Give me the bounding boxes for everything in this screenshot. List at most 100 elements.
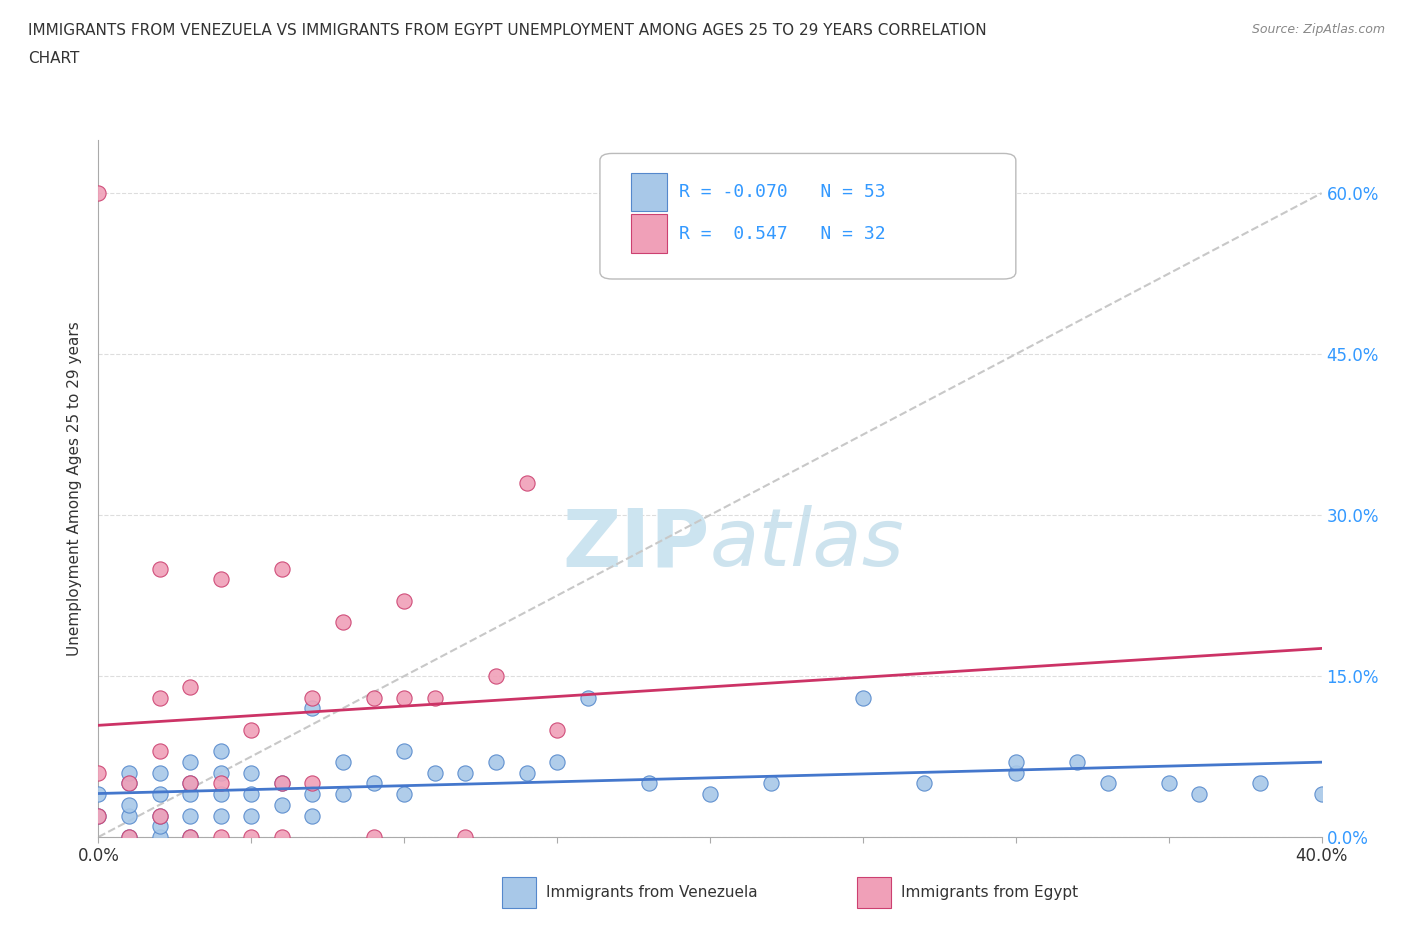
Point — [179, 679, 201, 694]
Bar — [630, 173, 668, 211]
Point — [1097, 776, 1119, 790]
Point — [1004, 765, 1026, 780]
Point — [209, 572, 232, 587]
Point — [209, 765, 232, 780]
Point — [270, 562, 292, 577]
Point — [240, 765, 263, 780]
Point — [149, 744, 172, 759]
Point — [179, 754, 201, 769]
Point — [209, 776, 232, 790]
Point — [149, 787, 172, 802]
Bar — [856, 877, 891, 909]
Bar — [630, 215, 668, 253]
Point — [118, 830, 141, 844]
FancyBboxPatch shape — [600, 153, 1015, 279]
Text: IMMIGRANTS FROM VENEZUELA VS IMMIGRANTS FROM EGYPT UNEMPLOYMENT AMONG AGES 25 TO: IMMIGRANTS FROM VENEZUELA VS IMMIGRANTS … — [28, 23, 987, 38]
Point — [149, 808, 172, 823]
Bar — [502, 877, 536, 909]
Point — [332, 615, 354, 630]
Text: Source: ZipAtlas.com: Source: ZipAtlas.com — [1251, 23, 1385, 36]
Point — [118, 776, 141, 790]
Point — [179, 776, 201, 790]
Point — [179, 776, 201, 790]
Point — [1310, 787, 1333, 802]
Point — [149, 765, 172, 780]
Point — [852, 690, 875, 705]
Point — [240, 808, 263, 823]
Point — [149, 690, 172, 705]
Point — [392, 744, 416, 759]
Point — [423, 690, 446, 705]
Point — [546, 754, 568, 769]
Point — [149, 808, 172, 823]
Point — [546, 723, 568, 737]
Point — [1157, 776, 1180, 790]
Point — [454, 765, 477, 780]
Point — [1004, 754, 1026, 769]
Point — [270, 797, 292, 812]
Point — [699, 787, 721, 802]
Point — [179, 808, 201, 823]
Point — [118, 797, 141, 812]
Point — [118, 765, 141, 780]
Point — [301, 690, 323, 705]
Point — [270, 776, 292, 790]
Point — [516, 765, 538, 780]
Point — [485, 669, 508, 684]
Point — [1188, 787, 1211, 802]
Point — [179, 787, 201, 802]
Point — [1066, 754, 1088, 769]
Point — [87, 808, 110, 823]
Point — [270, 830, 292, 844]
Text: R =  0.547   N = 32: R = 0.547 N = 32 — [679, 225, 886, 243]
Point — [87, 186, 110, 201]
Point — [179, 830, 201, 844]
Text: atlas: atlas — [710, 505, 905, 583]
Point — [759, 776, 782, 790]
Point — [240, 723, 263, 737]
Point — [363, 690, 385, 705]
Point — [301, 776, 323, 790]
Text: CHART: CHART — [28, 51, 80, 66]
Point — [270, 776, 292, 790]
Text: ZIP: ZIP — [562, 505, 710, 583]
Point — [118, 808, 141, 823]
Point — [637, 776, 661, 790]
Text: Immigrants from Venezuela: Immigrants from Venezuela — [546, 885, 758, 900]
Point — [209, 808, 232, 823]
Point — [118, 830, 141, 844]
Text: Immigrants from Egypt: Immigrants from Egypt — [901, 885, 1078, 900]
Point — [912, 776, 935, 790]
Point — [149, 562, 172, 577]
Point — [301, 787, 323, 802]
Point — [301, 701, 323, 716]
Point — [209, 744, 232, 759]
Point — [240, 787, 263, 802]
Point — [209, 787, 232, 802]
Point — [209, 830, 232, 844]
Point — [363, 830, 385, 844]
Point — [392, 787, 416, 802]
Point — [87, 765, 110, 780]
Text: R = -0.070   N = 53: R = -0.070 N = 53 — [679, 183, 886, 201]
Point — [332, 787, 354, 802]
Point — [301, 808, 323, 823]
Point — [87, 787, 110, 802]
Point — [454, 830, 477, 844]
Point — [392, 593, 416, 608]
Point — [240, 830, 263, 844]
Point — [149, 818, 172, 833]
Point — [485, 754, 508, 769]
Point — [423, 765, 446, 780]
Point — [392, 690, 416, 705]
Point — [1249, 776, 1271, 790]
Y-axis label: Unemployment Among Ages 25 to 29 years: Unemployment Among Ages 25 to 29 years — [67, 321, 83, 656]
Point — [149, 830, 172, 844]
Point — [179, 830, 201, 844]
Point — [118, 776, 141, 790]
Point — [576, 690, 599, 705]
Point — [332, 754, 354, 769]
Point — [363, 776, 385, 790]
Point — [87, 808, 110, 823]
Point — [516, 475, 538, 490]
